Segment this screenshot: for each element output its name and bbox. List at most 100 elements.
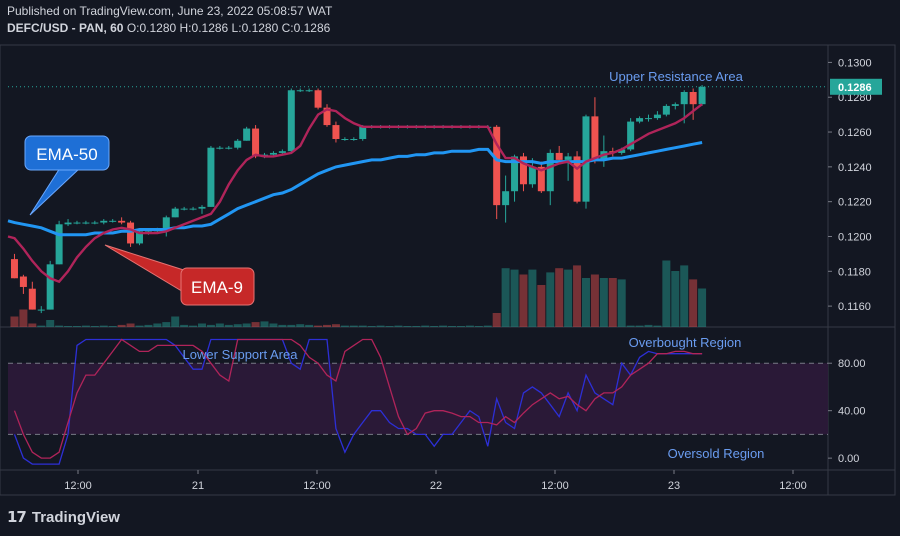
volume-bar xyxy=(19,309,28,327)
volume-bar xyxy=(153,323,162,327)
stoch-band xyxy=(8,363,828,435)
candle-body xyxy=(519,156,527,185)
volume-bar xyxy=(224,324,233,327)
candle-body xyxy=(511,156,519,192)
candle-body xyxy=(636,118,644,122)
price-tick-label: 0.1240 xyxy=(838,162,872,174)
volume-bar xyxy=(474,326,483,327)
volume-bar xyxy=(37,325,46,327)
candle-body xyxy=(127,222,135,244)
candle-body xyxy=(64,222,72,225)
candle-body xyxy=(528,166,536,185)
tradingview-logo[interactable]: 𝟭𝟳 TradingView xyxy=(7,508,120,527)
time-tick-label: 12:00 xyxy=(303,480,331,492)
volume-bar xyxy=(581,278,590,327)
published-caption: Published on TradingView.com, June 23, 2… xyxy=(7,4,333,18)
volume-bar xyxy=(72,326,81,327)
symbol-name[interactable]: DEFC/USD - PAN, 60 xyxy=(7,21,124,35)
candle-body xyxy=(689,92,697,105)
time-tick-label: 22 xyxy=(430,480,442,492)
candle-body xyxy=(493,126,501,206)
volume-bar xyxy=(171,316,180,327)
candle-body xyxy=(350,139,358,140)
candle-body xyxy=(359,126,367,139)
candle-body xyxy=(46,264,54,310)
volume-bar xyxy=(331,324,340,327)
price-tick-label: 0.1160 xyxy=(838,301,871,313)
candle-body xyxy=(180,208,188,210)
volume-bar xyxy=(698,288,707,327)
candle-body xyxy=(100,220,108,223)
candle-body xyxy=(332,125,340,139)
volume-bar xyxy=(430,326,439,327)
volume-bar xyxy=(448,326,457,327)
volume-bar xyxy=(555,268,564,327)
volume-bar xyxy=(64,326,73,327)
volume-bar xyxy=(242,323,251,327)
candle-body xyxy=(207,147,215,207)
price-tick-label: 0.1200 xyxy=(838,231,872,243)
volume-bar xyxy=(367,326,376,327)
candle-body xyxy=(564,156,572,160)
volume-bar xyxy=(599,278,608,327)
candle-body xyxy=(225,147,233,149)
candle-body xyxy=(305,90,313,92)
overbought-label: Overbought Region xyxy=(629,335,742,350)
volume-bar xyxy=(537,285,546,327)
candle-body xyxy=(243,128,251,141)
volume-bar xyxy=(314,325,323,327)
volume-bar xyxy=(653,325,662,327)
ema50-callout[interactable] xyxy=(24,135,110,171)
volume-bar xyxy=(439,325,448,327)
volume-bar xyxy=(385,326,394,327)
price-tick-label: 0.1180 xyxy=(838,266,871,278)
volume-bar xyxy=(233,324,242,327)
candle-body xyxy=(314,90,322,108)
candle-body xyxy=(671,104,679,106)
symbol-legend: DEFC/USD - PAN, 60 O:0.1280 H:0.1286 L:0… xyxy=(7,21,330,35)
candle-body xyxy=(502,191,510,206)
volume-bar xyxy=(108,326,117,327)
stoch-d-line xyxy=(13,338,703,459)
price-tick-label: 0.1260 xyxy=(838,127,872,139)
volume-bar xyxy=(46,320,55,327)
ema9-callout-text: EMA-9 xyxy=(191,278,243,297)
volume-bar xyxy=(323,324,332,327)
candle-body xyxy=(28,288,36,310)
time-tick-label: 12:00 xyxy=(64,480,92,492)
ohlc-values: O:0.1280 H:0.1286 L:0.1280 C:0.1286 xyxy=(126,21,331,35)
brand-name: TradingView xyxy=(31,508,120,526)
time-tick-label: 23 xyxy=(668,480,680,492)
lower-support-label: Lower Support Area xyxy=(183,347,299,362)
candle-body xyxy=(618,149,626,153)
candle-body xyxy=(680,92,688,105)
stoch-tick-label: 40.00 xyxy=(838,406,866,418)
volume-bar xyxy=(10,316,19,327)
ema50-callout-pointer xyxy=(29,167,82,216)
candle-body xyxy=(198,206,206,209)
volume-bar xyxy=(671,271,680,327)
candle-body xyxy=(216,147,224,149)
candle-body xyxy=(662,105,670,115)
candle-body xyxy=(323,107,331,126)
upper-resistance-label: Upper Resistance Area xyxy=(609,69,743,84)
volume-bar xyxy=(689,279,698,327)
candle-body xyxy=(653,114,661,119)
volume-bar xyxy=(305,324,314,327)
time-tick-label: 12:00 xyxy=(541,480,569,492)
candle-body xyxy=(10,259,18,279)
volume-bar xyxy=(126,323,135,327)
volume-bar xyxy=(287,324,296,327)
candle-body xyxy=(171,208,179,218)
volume-bar xyxy=(626,325,635,327)
candle-body xyxy=(109,220,117,222)
candle-body xyxy=(582,116,590,202)
ema9-callout[interactable] xyxy=(180,267,255,306)
volume-bar xyxy=(28,323,37,327)
candle-body xyxy=(278,151,286,153)
tradingview-logo-icon: 𝟭𝟳 xyxy=(7,509,27,526)
candle-body xyxy=(144,231,152,233)
volume-bar xyxy=(117,324,126,327)
volume-bar xyxy=(644,324,653,327)
